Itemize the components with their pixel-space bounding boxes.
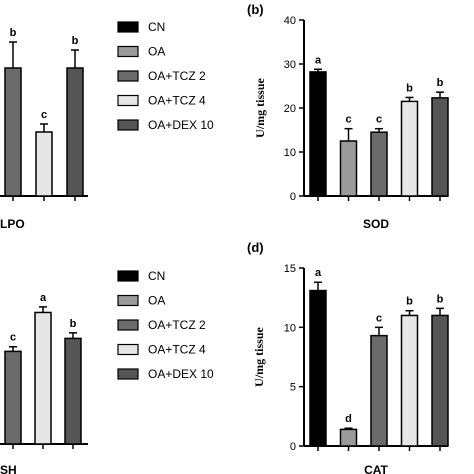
legend-label-cn: CN <box>148 269 165 283</box>
y-tick-label: 5 <box>290 382 296 394</box>
panel-gsh-partial: c a b SH <box>0 292 88 474</box>
bar-cn <box>309 289 327 447</box>
significance-letter-oa-dex-10: b <box>437 293 444 305</box>
significance-letter-oa-tcz-4: b <box>406 296 413 308</box>
legend-swatch-cn <box>117 21 139 33</box>
significance-letter-oa-tcz-2: c <box>376 114 382 126</box>
legend-bottom: CN OA OA+TCZ 2 OA+TCZ 4 OA+DEX 10 <box>117 269 214 381</box>
panel-label: (d) <box>247 240 264 255</box>
bar-oa-tcz-4 <box>34 311 52 445</box>
y-tick-label: 0 <box>290 441 296 453</box>
significance-letter-oa-tcz-4: c <box>41 109 47 121</box>
bar-oa <box>339 428 358 447</box>
y-tick-label: 40 <box>284 15 296 27</box>
bar-oa-tcz-2 <box>4 350 22 445</box>
x-axis-category-label: LPO <box>0 217 25 231</box>
x-axis-category-label: SOD <box>363 217 389 231</box>
bar-oa-tcz-2 <box>370 131 388 197</box>
y-tick-label: 10 <box>284 322 296 334</box>
significance-letter-oa-dex-10: b <box>72 35 79 47</box>
legend-swatch-oa-tcz-4 <box>117 94 139 107</box>
legend-label-oa-dex-10: OA+DEX 10 <box>148 118 214 132</box>
significance-letter-oa-tcz-2: c <box>10 332 16 344</box>
x-axis-category-label: CAT <box>364 463 388 474</box>
bar-oa-dex-10 <box>431 97 449 197</box>
significance-letter-oa-tcz-4: a <box>40 292 47 304</box>
legend-label-oa-tcz-2: OA+TCZ 2 <box>148 318 206 332</box>
y-axis-title: U/mg tissue <box>253 77 267 137</box>
legend-swatch-cn <box>117 270 139 282</box>
legend-label-cn: CN <box>148 20 165 34</box>
bar-oa-dex-10 <box>431 314 449 447</box>
bar-cn <box>309 71 327 197</box>
bar-oa-tcz-4 <box>400 100 419 197</box>
panel-lpo-partial: b c b LPO <box>0 27 88 231</box>
y-tick-label: 20 <box>284 103 296 115</box>
bar-oa-dex-10 <box>66 67 84 197</box>
y-tick-label: 0 <box>290 191 296 203</box>
bar-oa-tcz-2 <box>370 334 388 447</box>
significance-letter-cn: a <box>315 267 322 279</box>
legend-swatch-oa-dex-10 <box>117 119 139 131</box>
legend-label-oa: OA <box>148 45 165 59</box>
bar-oa-tcz-4 <box>400 314 419 447</box>
y-axis-title: U/mg tissue <box>252 326 266 386</box>
panel-b-sod: 0 10 20 30 40 U/mg tissue a c c b b SOD (b) <box>247 2 449 231</box>
y-tick-label: 15 <box>284 263 296 275</box>
legend-swatch-oa-dex-10 <box>117 368 139 380</box>
panel-label: (b) <box>247 2 264 17</box>
significance-letter-oa-tcz-2: c <box>376 312 382 324</box>
legend-label-oa-dex-10: OA+DEX 10 <box>148 367 214 381</box>
legend-swatch-oa-tcz-2 <box>117 319 139 331</box>
significance-letter-oa: d <box>345 413 352 425</box>
bar-oa <box>339 140 358 197</box>
legend-swatch-oa <box>117 45 139 58</box>
legend-top: CN OA OA+TCZ 2 OA+TCZ 4 OA+DEX 10 <box>117 20 214 132</box>
significance-letter-oa-tcz-2: b <box>10 27 17 39</box>
bar-oa-dex-10 <box>64 337 82 445</box>
legend-swatch-oa-tcz-4 <box>117 343 139 356</box>
legend-swatch-oa <box>117 294 139 307</box>
legend-label-oa-tcz-4: OA+TCZ 4 <box>148 343 206 357</box>
legend-label-oa-tcz-2: OA+TCZ 2 <box>148 69 206 83</box>
legend-label-oa: OA <box>148 294 165 308</box>
legend-swatch-oa-tcz-2 <box>117 70 139 82</box>
y-tick-label: 10 <box>284 147 296 159</box>
significance-letter-oa-dex-10: b <box>437 77 444 89</box>
significance-letter-oa-tcz-4: b <box>406 82 413 94</box>
y-tick-label: 30 <box>284 59 296 71</box>
significance-letter-oa-dex-10: b <box>70 318 77 330</box>
significance-letter-oa: c <box>345 114 351 126</box>
significance-letter-cn: a <box>315 54 322 66</box>
bar-oa-tcz-4 <box>35 131 53 197</box>
legend-label-oa-tcz-4: OA+TCZ 4 <box>148 94 206 108</box>
panel-d-cat: 0 5 10 15 U/mg tissue a d c b b CAT (d) <box>247 240 449 474</box>
x-axis-category-label: SH <box>0 463 17 474</box>
bar-oa-tcz-2 <box>4 67 22 197</box>
